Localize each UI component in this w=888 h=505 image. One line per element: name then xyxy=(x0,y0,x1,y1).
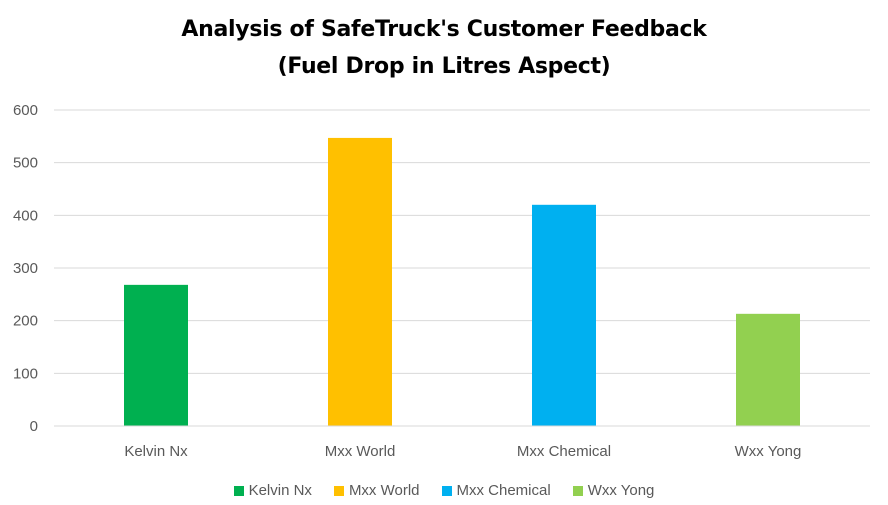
legend-label: Mxx Chemical xyxy=(456,482,551,499)
legend-swatch xyxy=(441,485,452,496)
y-tick-label: 0 xyxy=(30,418,38,435)
bar-wxx-yong xyxy=(736,313,800,426)
chart-title: Analysis of SafeTruck's Customer Feedbac… xyxy=(181,17,707,42)
x-tick-label: Wxx Yong xyxy=(735,443,802,460)
y-tick-label: 300 xyxy=(13,260,38,277)
plot-area: 0 100 200 300 400 500 600 Kelvin Nx Mxx World Mxx… xyxy=(13,102,870,460)
bar-kelvin-nx xyxy=(124,284,188,426)
bar-mxx-chemical xyxy=(532,204,596,426)
x-tick-label: Mxx Chemical xyxy=(517,443,611,460)
legend-swatch xyxy=(333,485,344,496)
bar-mxx-world xyxy=(328,137,392,426)
legend-item: Kelvin Nx xyxy=(233,482,312,499)
y-tick-label: 400 xyxy=(13,207,38,224)
y-tick-label: 200 xyxy=(13,313,38,330)
legend-swatch xyxy=(233,485,244,496)
y-tick-label: 600 xyxy=(13,102,38,119)
legend-item: Mxx Chemical xyxy=(441,482,551,499)
x-tick-label: Kelvin Nx xyxy=(124,443,188,460)
legend-item: Mxx World xyxy=(333,482,420,499)
legend-label: Wxx Yong xyxy=(587,482,655,499)
x-tick-label: Mxx World xyxy=(325,443,396,460)
legend-swatch xyxy=(572,485,583,496)
legend-label: Mxx World xyxy=(348,482,420,499)
y-tick-label: 500 xyxy=(13,155,38,172)
legend-item: Wxx Yong xyxy=(572,482,655,499)
legend-label: Kelvin Nx xyxy=(248,482,312,499)
y-tick-label: 100 xyxy=(13,365,38,382)
chart-subtitle: (Fuel Drop in Litres Aspect) xyxy=(277,54,611,79)
legend: Kelvin Nx Mxx World Mxx Chemical Wxx Yong xyxy=(0,482,888,499)
